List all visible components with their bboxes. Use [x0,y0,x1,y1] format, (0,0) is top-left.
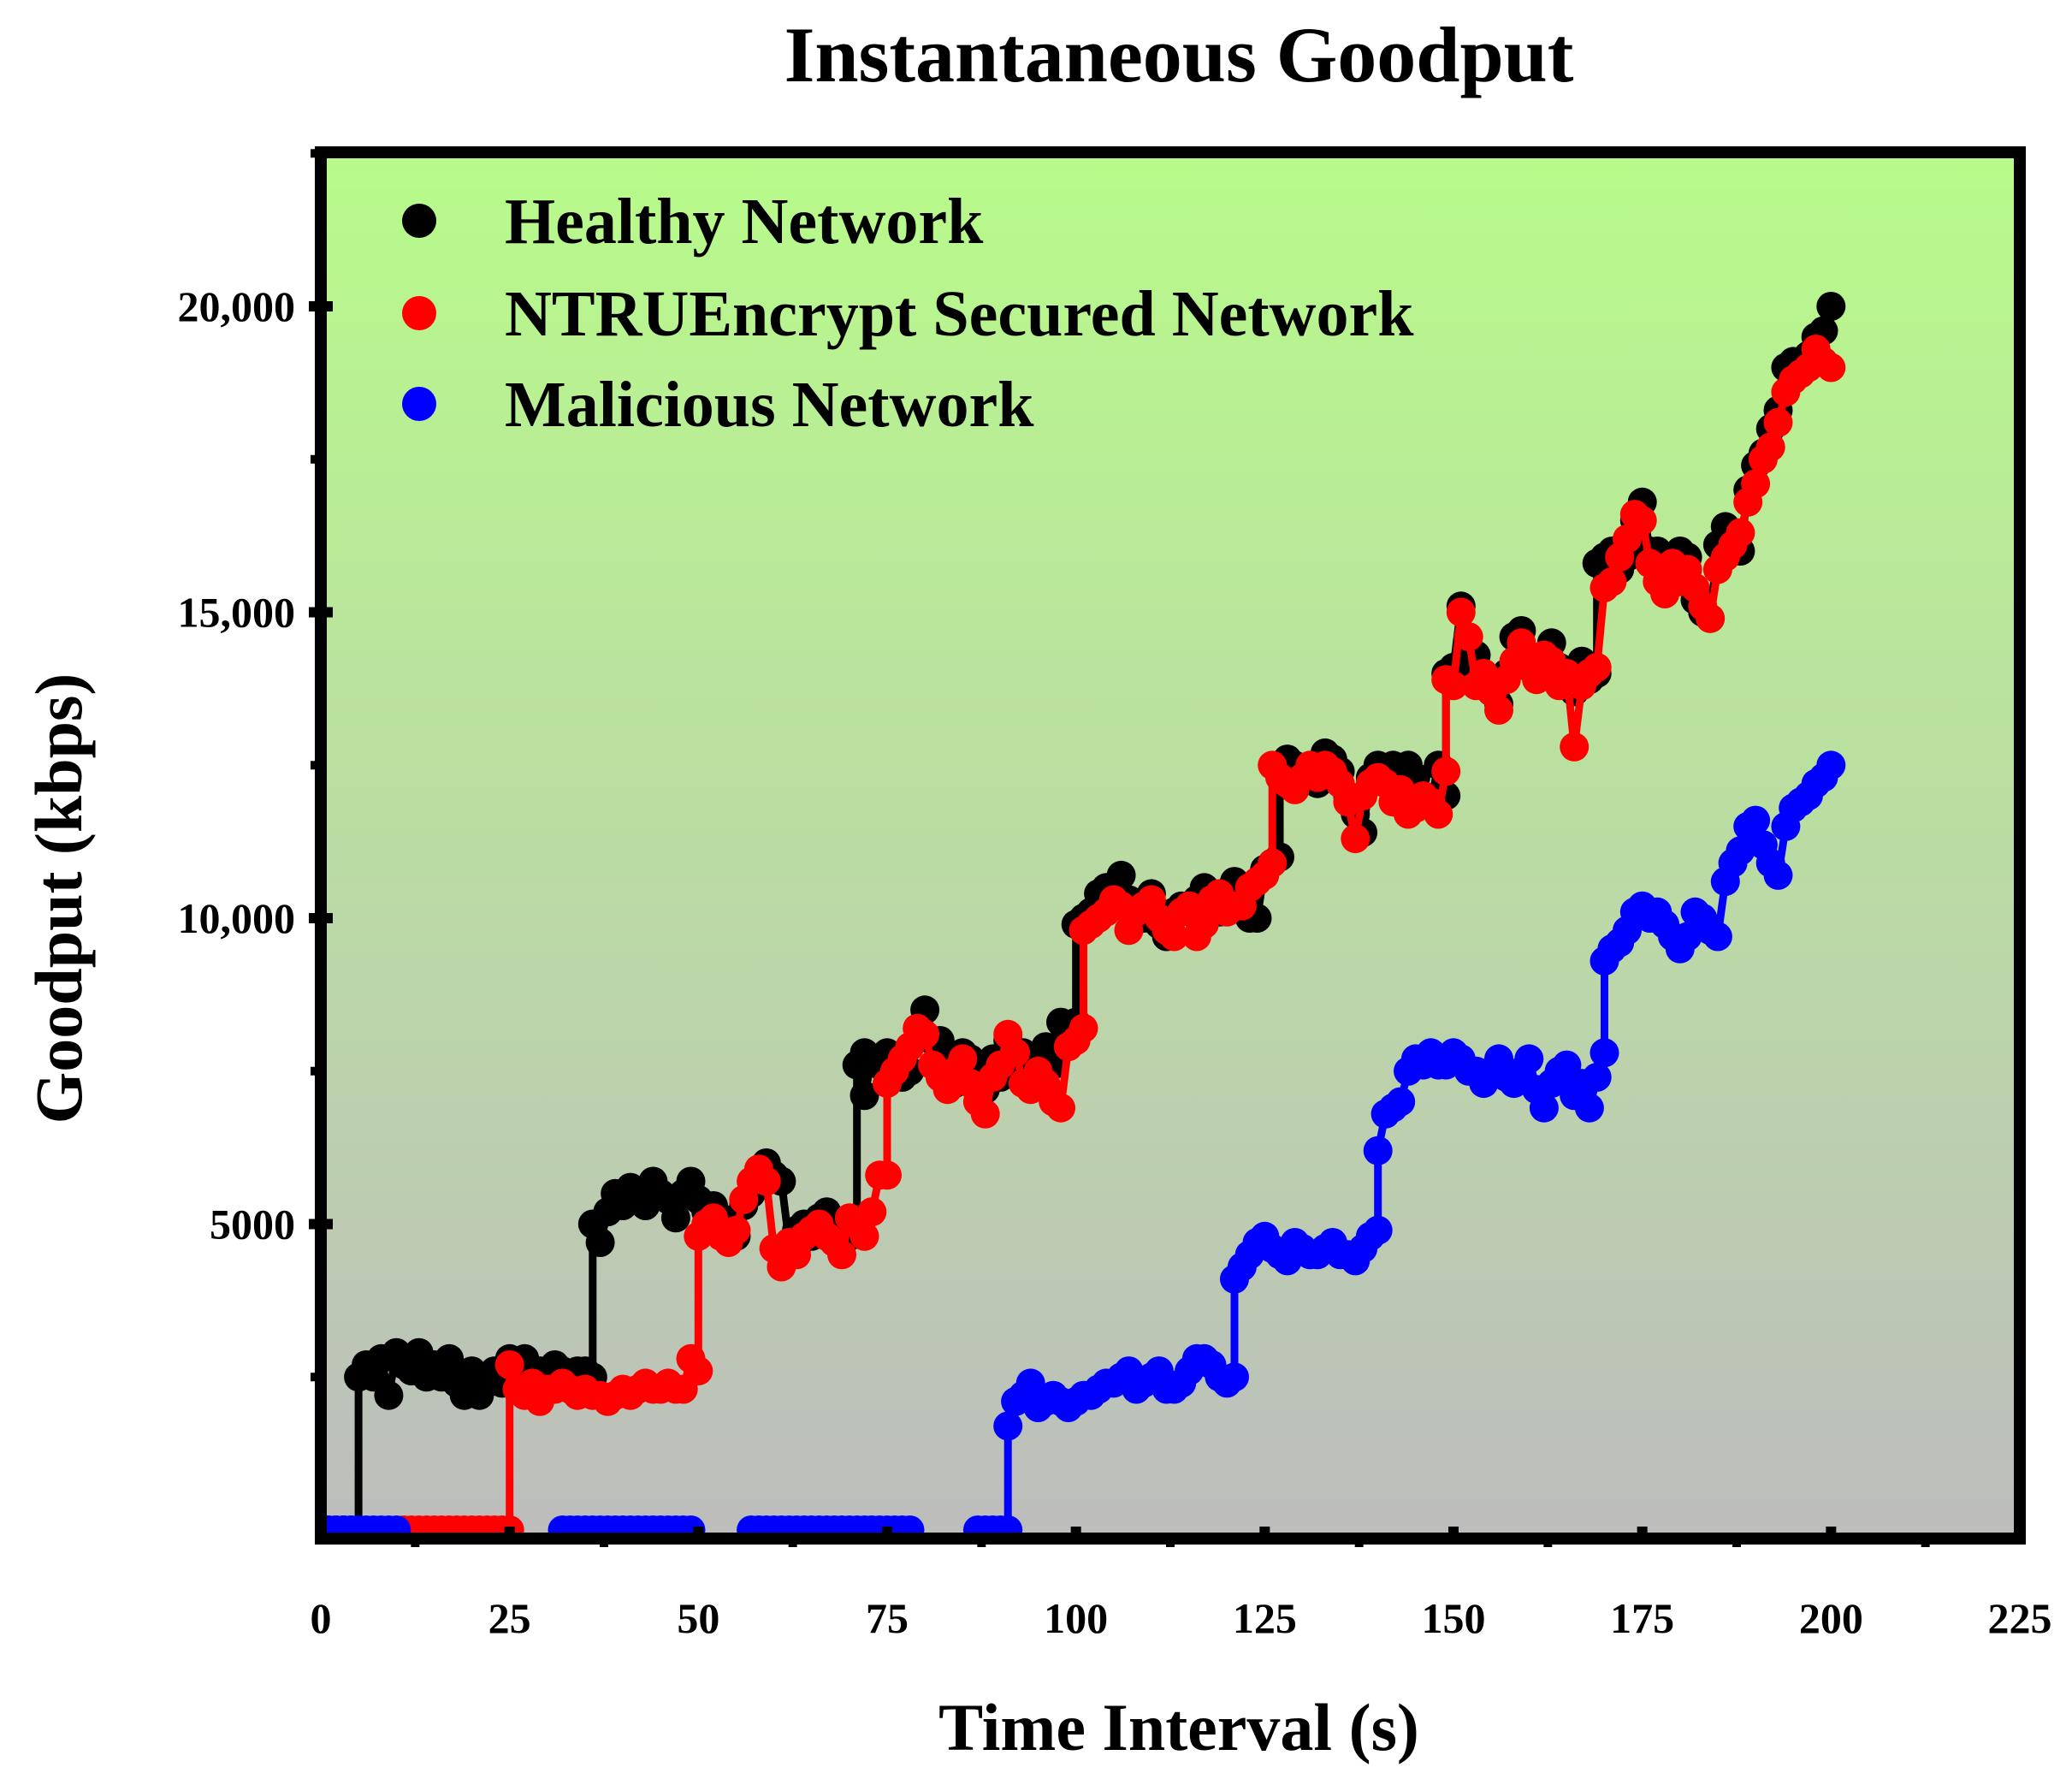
ntruencrypt-secured-network-point [1431,756,1461,786]
y-axis: 5000 10,000 15,000 20,000 [178,149,333,1382]
ntruencrypt-secured-network-point [910,1019,940,1049]
ntruencrypt-secured-network-legend-label: NTRUEncrypt Secured Network [505,278,1414,350]
healthy-network-point [1106,860,1136,890]
healthy-network-point [585,1228,615,1257]
x-tick-label: 25 [488,1594,531,1642]
malicious-network-point [1741,805,1771,835]
ntruencrypt-secured-network-point [1741,469,1771,499]
ntruencrypt-secured-network-point [1484,695,1513,725]
ntruencrypt-secured-network-point [1696,603,1726,633]
ntruencrypt-secured-network-point [1627,506,1657,536]
y-tick-label: 10,000 [178,894,296,942]
malicious-network-point [1582,1062,1612,1092]
x-tick-label: 175 [1610,1594,1674,1642]
ntruencrypt-secured-network-point [1507,628,1536,658]
ntruencrypt-secured-network-point [970,1099,1000,1129]
ntruencrypt-secured-network-point [1726,518,1755,548]
x-tick-label: 125 [1233,1594,1297,1642]
ntruencrypt-secured-network-point [1341,824,1370,854]
ntruencrypt-secured-network-point [857,1197,887,1227]
malicious-network-point [1386,1087,1416,1117]
y-axis-label: Goodput (kbps) [21,673,96,1124]
malicious-network-point [1220,1362,1249,1392]
ntruencrypt-secured-network-point [1453,622,1483,652]
malicious-network-point [1363,1136,1393,1165]
ntruencrypt-secured-network-point [684,1356,713,1386]
malicious-network-point [1590,1038,1619,1068]
ntruencrypt-secured-network-point [1189,910,1219,940]
ntruencrypt-secured-network-point [1159,922,1189,952]
malicious-network-point [993,1411,1023,1441]
ntruencrypt-secured-network-point [1597,566,1627,596]
malicious-network-legend-label: Malicious Network [505,369,1034,441]
healthy-network-point [660,1203,690,1233]
ntruencrypt-secured-network-point [827,1240,856,1270]
malicious-network-point [1726,836,1755,866]
ntruencrypt-secured-network-point [751,1166,781,1196]
malicious-network-point [1529,1093,1559,1123]
ntruencrypt-secured-network-point [1258,848,1288,878]
ntruencrypt-secured-network-point [1439,671,1468,701]
x-tick-label: 50 [677,1594,719,1642]
healthy-network-point [850,1081,879,1111]
x-tick-label: 100 [1044,1594,1108,1642]
malicious-network-legend-marker [402,387,436,421]
x-tick-label: 0 [311,1594,332,1642]
ntruencrypt-secured-network-point [1755,432,1785,462]
ntruencrypt-secured-network-point [1816,353,1846,382]
ntruencrypt-secured-network-point [850,1221,879,1251]
healthy-network-legend-label: Healthy Network [505,186,984,258]
x-axis: 0 25 50 75 100 125 150 175 200 225 [311,1527,2052,1642]
malicious-network-point [1514,1044,1544,1074]
ntruencrypt-secured-network-point [1763,407,1793,437]
chart-title: Instantaneous Goodput [784,11,1574,98]
ntruencrypt-secured-network-point [1446,597,1476,627]
ntruencrypt-secured-network-point [1560,732,1590,762]
healthy-network-legend-marker [402,204,436,238]
ntruencrypt-secured-network-point [1069,1013,1098,1043]
malicious-network-point [1574,1093,1604,1123]
ntruencrypt-secured-network-point [873,1160,902,1190]
y-tick-label: 15,000 [178,589,296,637]
malicious-network-point [1702,922,1732,952]
ntruencrypt-secured-network-point [1582,652,1612,682]
series-layer [321,292,1846,1539]
malicious-network-point [1816,750,1846,780]
healthy-network-point [374,1380,404,1410]
ntruencrypt-secured-network-point [494,1350,524,1379]
legend: Healthy Network NTRUEncrypt Secured Netwo… [402,186,1414,441]
ntruencrypt-secured-network-point [1046,1093,1075,1123]
ntruencrypt-secured-network-point [1424,799,1453,829]
ntruencrypt-secured-network-point [721,1215,751,1245]
x-axis-label: Time Interval (s) [938,1690,1419,1764]
malicious-network-point [1763,860,1793,890]
ntruencrypt-secured-network-series [389,335,1846,1539]
ntruencrypt-secured-network-point [948,1044,978,1074]
x-tick-label: 75 [866,1594,909,1642]
malicious-network-point [1363,1215,1393,1245]
x-tick-label: 225 [1988,1594,2052,1642]
y-tick-label: 5000 [210,1201,295,1248]
healthy-network-point [435,1343,465,1373]
y-tick-label: 20,000 [178,282,296,330]
healthy-network-point [1816,292,1846,321]
x-tick-label: 200 [1799,1594,1863,1642]
x-tick-label: 150 [1422,1594,1486,1642]
ntruencrypt-secured-network-legend-marker [402,296,436,330]
ntruencrypt-secured-network-point [1001,1038,1031,1068]
malicious-network-series [321,750,1846,1539]
